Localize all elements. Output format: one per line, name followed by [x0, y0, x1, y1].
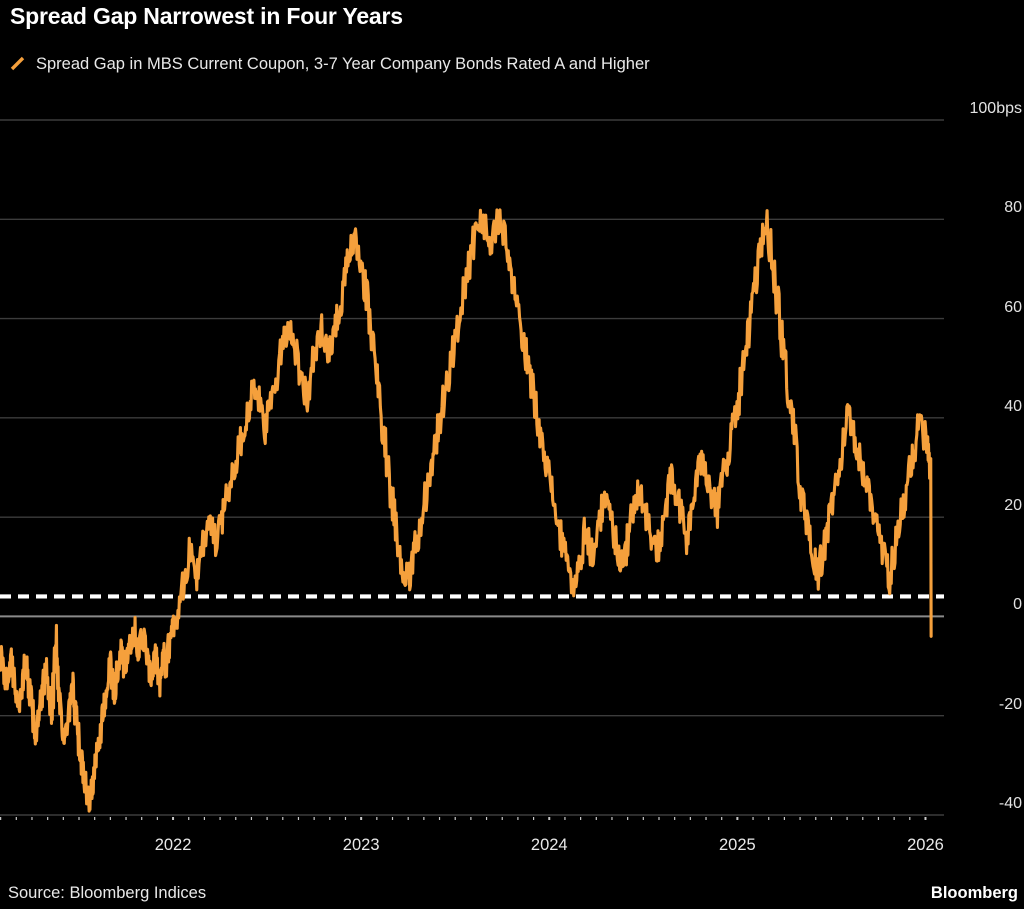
chart-plot-area [0, 100, 1024, 820]
chart-svg [0, 119, 944, 820]
x-axis-tick-label: 2024 [530, 836, 568, 854]
source-note: Source: Bloomberg Indices [8, 884, 207, 902]
brand-label: Bloomberg [930, 884, 1018, 902]
series-line [0, 208, 933, 813]
x-axis-tick-label: 2023 [342, 836, 380, 854]
legend-series-label: Spread Gap in MBS Current Coupon, 3-7 Ye… [36, 54, 650, 73]
y-axis-tick-label: 100bps [969, 100, 1023, 117]
y-axis-tick-label: -20 [998, 695, 1022, 713]
y-axis-tick-label: 60 [1004, 298, 1022, 316]
y-axis-tick-label: 20 [1004, 497, 1022, 515]
y-axis-tick-label: -40 [998, 795, 1022, 812]
x-axis-tick-label: 2022 [154, 836, 192, 854]
y-axis-tick-label: 40 [1004, 397, 1022, 415]
chart-legend: Spread Gap in MBS Current Coupon, 3-7 Ye… [10, 52, 650, 76]
y-axis-tick-label: 0 [1013, 596, 1022, 614]
x-axis-tick-label: 2026 [907, 836, 944, 854]
chart-title: Spread Gap Narrowest in Four Years [10, 3, 403, 29]
slash-line-marker-icon [10, 56, 26, 72]
x-axis-tick-label: 2025 [719, 836, 756, 854]
y-axis-tick-label: 80 [1004, 199, 1022, 217]
